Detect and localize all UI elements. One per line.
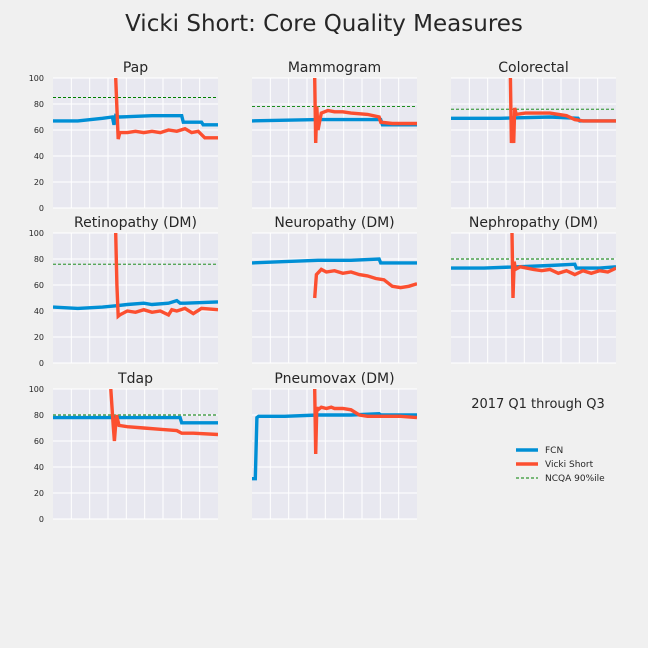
y-tick-label: 20 [34,178,44,187]
figure-title: Vicki Short: Core Quality Measures [125,11,523,37]
panel-background [53,78,218,208]
panel-background [252,233,417,363]
y-tick-label: 100 [29,229,44,238]
y-tick-label: 40 [34,463,44,472]
y-tick-label: 40 [34,152,44,161]
y-tick-label: 0 [39,359,44,368]
plot-area [252,389,417,481]
series-line-fcn [252,411,417,481]
panel-mammogram: Mammogram [252,60,417,209]
y-tick-label: 100 [29,74,44,83]
plot-area [451,78,616,144]
legend-label-fcn: FCN [545,446,563,456]
panel-background [252,389,417,519]
plot-area [53,389,218,442]
panel-neuropathy-dm: Neuropathy (DM) [252,215,417,364]
panel-pneumovax-dm: Pneumovax (DM) [252,371,417,520]
panel-background [53,233,218,363]
panel-title: Pap [123,60,148,76]
series-line-vicki-short [510,233,616,299]
legend-label-provider: Vicki Short [545,460,594,470]
y-tick-label: 80 [34,255,44,264]
panel-title: Tdap [117,371,153,387]
panel-title: Retinopathy (DM) [74,215,197,231]
panel-title: Mammogram [288,60,381,76]
plot-area [252,257,417,299]
y-tick-label: 80 [34,411,44,420]
series-line-vicki-short [313,78,417,144]
series-line-vicki-short [114,78,218,140]
panel-colorectal: Colorectal [451,60,616,209]
series-line-fcn [53,298,218,311]
panel-title: Colorectal [498,60,569,76]
series-line-fcn [53,113,218,127]
series-line-vicki-short [313,267,417,299]
panel-title: Nephropathy (DM) [469,215,598,231]
date-range-note: 2017 Q1 through Q3 [471,397,605,412]
y-tick-label: 80 [34,100,44,109]
chart-legend: FCN Vicki Short NCQA 90%ile [516,446,605,484]
chart-panels: 0 20 40 60 80 100 Pap Mammogram Colorectal 0 20 40 6… [29,60,616,524]
y-tick-label: 0 [39,204,44,213]
y-tick-label: 60 [34,437,44,446]
y-tick-label: 20 [34,489,44,498]
panel-nephropathy-dm: Nephropathy (DM) [451,215,616,364]
series-line-vicki-short [313,389,417,455]
plot-area [53,233,218,320]
series-line-vicki-short [109,389,218,442]
plot-area [451,233,616,299]
series-line-vicki-short [114,233,218,320]
panel-title: Neuropathy (DM) [274,215,394,231]
series-line-fcn [451,262,616,270]
panel-background [451,78,616,208]
y-tick-label: 20 [34,333,44,342]
series-line-vicki-short [508,78,616,144]
y-tick-label: 0 [39,515,44,524]
panel-title: Pneumovax (DM) [274,371,394,387]
series-line-fcn [252,257,417,265]
y-tick-label: 100 [29,385,44,394]
legend-label-ncqa: NCQA 90%ile [545,474,605,484]
panel-background [53,389,218,519]
plot-area [53,78,218,140]
plot-area [252,78,417,144]
panel-background [451,233,616,363]
panel-retinopathy-dm: 0 20 40 60 80 100 Retinopathy (DM) [29,215,218,368]
y-tick-label: 40 [34,307,44,316]
panel-pap: 0 20 40 60 80 100 Pap [29,60,218,213]
y-tick-label: 60 [34,281,44,290]
panel-tdap: 0 20 40 60 80 100 Tdap [29,371,218,524]
y-tick-label: 60 [34,126,44,135]
series-line-fcn [252,117,417,127]
series-line-fcn [53,415,218,425]
panel-background [252,78,417,208]
